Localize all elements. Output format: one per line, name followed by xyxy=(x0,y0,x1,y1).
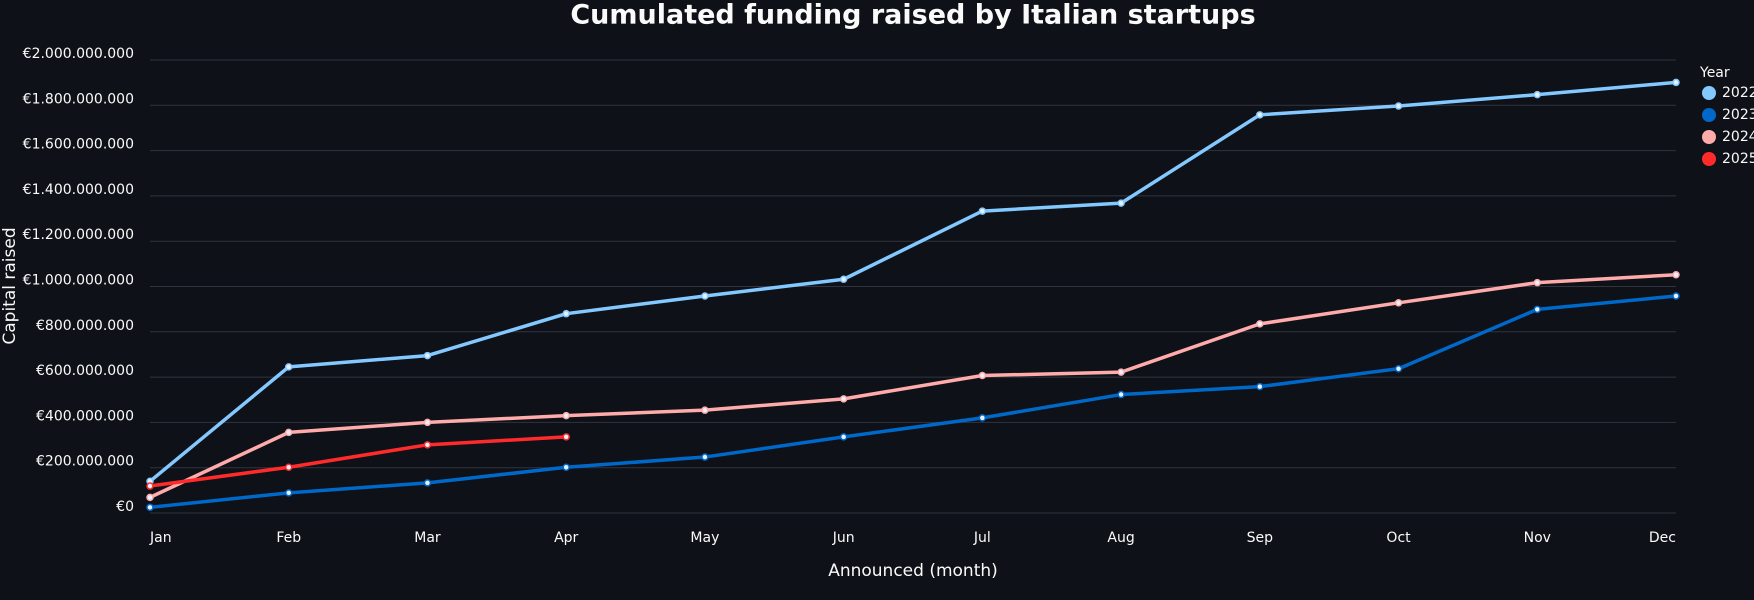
x-tick-label: Mar xyxy=(414,530,441,546)
data-point xyxy=(562,411,570,420)
y-tick-label: €800.000.000 xyxy=(36,318,134,334)
y-tick-label: €400.000.000 xyxy=(36,408,134,424)
series-line xyxy=(149,435,567,488)
legend-swatch xyxy=(1702,152,1716,166)
data-point xyxy=(1672,292,1680,300)
data-point xyxy=(839,433,848,441)
y-tick-label: €2.000.000.000 xyxy=(23,46,134,62)
y-tick-label: €200.000.000 xyxy=(36,454,134,470)
data-point xyxy=(701,406,709,414)
x-tick-label: Jul xyxy=(973,530,991,546)
y-tick-label: €1.000.000.000 xyxy=(23,273,134,289)
data-point xyxy=(562,309,570,318)
data-point xyxy=(1672,78,1680,87)
data-point xyxy=(701,292,709,300)
legend-label: 2022 xyxy=(1722,85,1754,101)
x-tick-label: Feb xyxy=(276,530,301,546)
series-line xyxy=(149,272,1677,499)
data-point xyxy=(839,395,848,403)
data-point xyxy=(423,479,432,487)
data-point xyxy=(839,275,848,284)
data-point xyxy=(1117,199,1125,207)
data-point xyxy=(284,463,293,471)
data-point xyxy=(978,414,987,422)
x-tick-label: Sep xyxy=(1247,530,1274,546)
data-point xyxy=(978,207,987,215)
y-tick-label: €0 xyxy=(116,499,134,515)
data-point xyxy=(423,441,432,449)
data-point xyxy=(1394,299,1403,307)
data-point xyxy=(146,482,154,490)
data-point xyxy=(1117,390,1125,399)
y-tick-label: €1.200.000.000 xyxy=(23,227,134,243)
data-point xyxy=(1394,364,1403,373)
data-point xyxy=(1533,278,1542,287)
legend-label: 2023 xyxy=(1722,107,1754,123)
x-tick-label: May xyxy=(690,530,719,546)
legend-label: 2025 xyxy=(1722,151,1754,167)
data-point xyxy=(284,489,293,497)
legend-swatch xyxy=(1702,130,1716,144)
data-point xyxy=(284,363,293,371)
x-tick-label: Apr xyxy=(554,530,578,546)
data-point xyxy=(701,453,709,461)
y-tick-label: €1.600.000.000 xyxy=(23,137,134,153)
data-point xyxy=(146,493,154,502)
chart-title: Cumulated funding raised by Italian star… xyxy=(570,0,1255,31)
x-axis-title: Announced (month) xyxy=(828,561,998,581)
data-point xyxy=(1394,102,1403,110)
data-point xyxy=(1256,382,1264,391)
x-tick-label: Oct xyxy=(1386,530,1411,546)
data-point xyxy=(978,371,987,380)
y-tick-label: €1.400.000.000 xyxy=(23,182,134,198)
y-axis-title: Capital raised xyxy=(0,227,20,344)
data-point xyxy=(1256,320,1264,328)
y-tick-label: €1.800.000.000 xyxy=(23,91,134,107)
series-line xyxy=(148,80,1677,483)
x-tick-label: Nov xyxy=(1524,530,1551,546)
x-tick-label: Jan xyxy=(149,530,172,546)
data-point xyxy=(1672,270,1680,279)
series-line xyxy=(149,294,1677,510)
data-point xyxy=(1533,305,1542,314)
legend-swatch xyxy=(1702,86,1716,100)
data-point xyxy=(423,418,432,427)
y-tick-label: €600.000.000 xyxy=(36,363,134,379)
data-point xyxy=(146,503,154,512)
data-point xyxy=(1256,111,1264,119)
data-point xyxy=(284,428,293,437)
data-point xyxy=(1117,368,1125,376)
x-tick-label: Dec xyxy=(1649,530,1676,546)
data-point xyxy=(1533,90,1542,99)
x-tick-label: Aug xyxy=(1107,530,1134,546)
legend-swatch xyxy=(1702,108,1716,122)
data-point xyxy=(562,463,570,471)
legend-title: Year xyxy=(1699,65,1730,81)
legend-label: 2024 xyxy=(1722,129,1754,145)
x-tick-label: Jun xyxy=(832,530,855,546)
data-point xyxy=(423,351,432,360)
data-point xyxy=(562,433,570,441)
